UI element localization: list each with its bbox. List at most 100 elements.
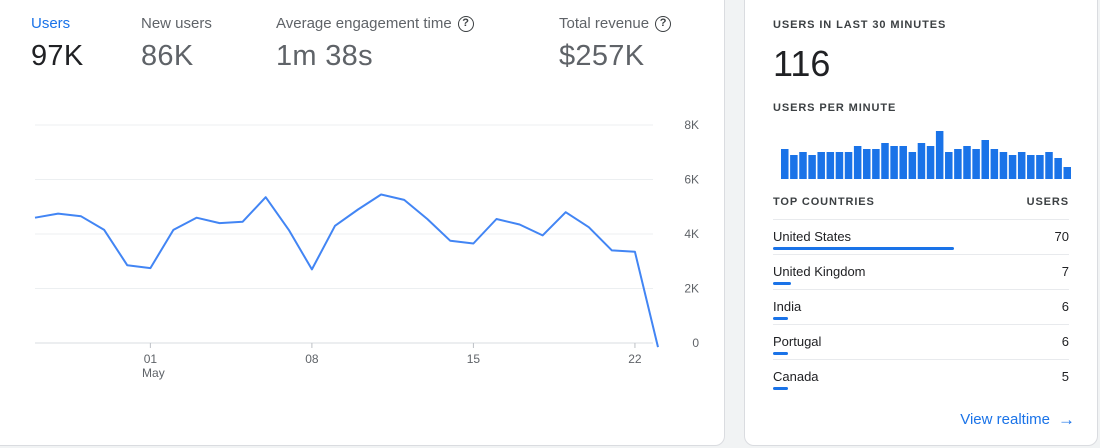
metric-value: 86K	[141, 40, 194, 72]
data-point[interactable]	[148, 266, 153, 271]
data-point[interactable]	[494, 217, 499, 222]
data-point[interactable]	[402, 197, 407, 202]
country-row[interactable]: Portugal 6	[773, 324, 1069, 359]
per-minute-bar[interactable]	[1045, 152, 1053, 179]
per-minute-bar[interactable]	[781, 149, 789, 179]
data-point[interactable]	[263, 195, 268, 200]
metric-tab-new-users[interactable]: New users 86K	[141, 15, 212, 73]
view-realtime-link[interactable]: View realtime →	[960, 411, 1075, 428]
per-minute-bar[interactable]	[890, 146, 898, 179]
per-minute-bar[interactable]	[999, 152, 1008, 179]
per-minute-bar[interactable]	[954, 149, 962, 179]
data-point[interactable]	[379, 192, 384, 197]
per-minute-bar[interactable]	[881, 143, 889, 179]
data-point[interactable]	[563, 210, 568, 215]
data-point[interactable]	[632, 249, 637, 254]
x-tick-sublabel: May	[142, 366, 165, 380]
country-share-track	[773, 247, 1069, 250]
per-minute-bar[interactable]	[844, 152, 853, 179]
users-per-minute-label: USERS PER MINUTE	[773, 102, 897, 114]
help-icon[interactable]: ?	[655, 15, 672, 32]
data-point[interactable]	[171, 227, 176, 232]
y-tick-label: 6K	[684, 173, 699, 187]
country-row[interactable]: United States 70	[773, 219, 1069, 254]
per-minute-bar[interactable]	[963, 146, 971, 179]
data-point[interactable]	[286, 227, 291, 232]
data-point[interactable]	[102, 227, 107, 232]
per-minute-bar[interactable]	[817, 152, 825, 179]
per-minute-bar[interactable]	[935, 131, 944, 179]
per-minute-bar[interactable]	[972, 149, 980, 179]
data-point[interactable]	[471, 241, 476, 246]
data-point[interactable]	[56, 211, 61, 216]
per-minute-bar[interactable]	[1036, 155, 1044, 179]
country-share-track	[773, 387, 1069, 390]
per-minute-bar[interactable]	[790, 155, 798, 179]
x-tick-label: 15	[467, 352, 481, 366]
country-share-bar	[773, 387, 788, 390]
top-countries-list: United States 70 United Kingdom 7 India 6 Port…	[773, 219, 1069, 394]
per-minute-bar[interactable]	[1054, 158, 1062, 179]
country-name: Portugal	[773, 334, 822, 349]
data-point[interactable]	[586, 225, 591, 230]
per-minute-bar[interactable]	[1017, 152, 1026, 179]
country-users: 6	[1061, 334, 1069, 349]
data-point[interactable]	[125, 263, 130, 268]
view-realtime-label: View realtime	[960, 411, 1050, 428]
country-row[interactable]: India 6	[773, 289, 1069, 324]
per-minute-bar[interactable]	[826, 152, 835, 179]
metric-tab-users[interactable]: Users 97K	[31, 15, 84, 73]
country-share-bar	[773, 247, 954, 250]
realtime-card: USERS IN LAST 30 MINUTES 116 USERS PER M…	[744, 0, 1098, 446]
country-share-bar	[773, 282, 791, 285]
metric-tab-average-engagement-time[interactable]: Average engagement time ? 1m 38s	[276, 15, 474, 73]
per-minute-bar[interactable]	[799, 152, 807, 179]
help-icon[interactable]: ?	[457, 15, 474, 32]
country-share-bar	[773, 352, 788, 355]
data-point[interactable]	[425, 217, 430, 222]
data-point[interactable]	[194, 215, 199, 220]
per-minute-bar[interactable]	[926, 146, 935, 179]
per-minute-bar[interactable]	[1027, 155, 1035, 179]
per-minute-bar[interactable]	[1063, 167, 1071, 179]
data-point[interactable]	[33, 215, 38, 220]
data-point[interactable]	[540, 233, 545, 238]
metric-tab-total-revenue[interactable]: Total revenue ? $257K	[559, 15, 672, 73]
data-point[interactable]	[356, 207, 361, 212]
data-point[interactable]	[240, 219, 245, 224]
per-minute-bar[interactable]	[872, 149, 880, 179]
data-point[interactable]	[609, 248, 614, 253]
per-minute-bar[interactable]	[835, 152, 844, 179]
overview-card: Users 97K New users 86K Average engageme…	[0, 0, 725, 446]
data-point[interactable]	[517, 222, 522, 227]
per-minute-bar[interactable]	[1008, 155, 1017, 179]
data-point[interactable]	[309, 267, 314, 272]
country-row[interactable]: United Kingdom 7	[773, 254, 1069, 289]
country-users: 70	[1054, 229, 1069, 244]
per-minute-bar[interactable]	[981, 140, 989, 179]
per-minute-bar[interactable]	[908, 152, 917, 179]
country-share-track	[773, 317, 1069, 320]
country-name: Canada	[773, 369, 819, 384]
data-point[interactable]	[448, 238, 453, 243]
users-per-minute-chart[interactable]	[781, 129, 1071, 181]
country-row[interactable]: Canada 5	[773, 359, 1069, 394]
series-line-users[interactable]	[34, 193, 659, 348]
top-countries-header: TOP COUNTRIES	[773, 196, 875, 208]
per-minute-bar[interactable]	[917, 143, 926, 179]
country-share-bar	[773, 317, 788, 320]
per-minute-bar[interactable]	[853, 146, 862, 179]
y-tick-label: 4K	[684, 227, 699, 241]
per-minute-bar[interactable]	[899, 146, 907, 179]
data-point[interactable]	[79, 214, 84, 219]
per-minute-bar[interactable]	[808, 155, 816, 179]
per-minute-bar[interactable]	[945, 152, 953, 179]
data-point[interactable]	[656, 345, 661, 350]
per-minute-bar[interactable]	[863, 149, 871, 179]
country-name: United Kingdom	[773, 264, 866, 279]
per-minute-bar[interactable]	[990, 149, 999, 179]
data-point[interactable]	[217, 221, 222, 226]
data-point[interactable]	[332, 223, 337, 228]
arrow-right-icon: →	[1058, 410, 1075, 429]
